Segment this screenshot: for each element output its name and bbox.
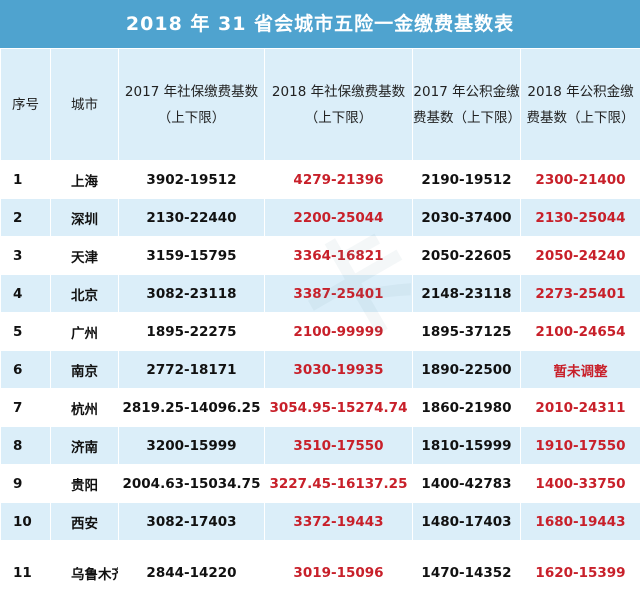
value-cell: 4279-21396	[264, 160, 413, 199]
value-cell: 1810-15999	[412, 426, 521, 465]
city-cell: 济南	[50, 426, 119, 465]
table-row: 6 南京 2772-18171 3030-19935 1890-22500 暂未调整	[0, 350, 640, 389]
table-row: 7 杭州 2819.25-14096.25 3054.95-15274.74 1860-…	[0, 388, 640, 427]
value-cell: 2130-22440	[118, 198, 265, 237]
city-cell: 北京	[50, 274, 119, 313]
city-cell: 南京	[50, 350, 119, 389]
value-cell: 1620-15399	[520, 540, 640, 605]
header-cell: 2018 年社保缴费基数（上下限）	[264, 48, 413, 161]
value-cell: 1895-22275	[118, 312, 265, 351]
row-index: 5	[0, 312, 51, 351]
value-cell: 3902-19512	[118, 160, 265, 199]
city-cell: 广州	[50, 312, 119, 351]
value-cell: 2190-19512	[412, 160, 521, 199]
table-row: 2 深圳 2130-22440 2200-25044 2030-37400 2130-25…	[0, 198, 640, 237]
value-cell: 1895-37125	[412, 312, 521, 351]
header-cell: 城市	[50, 48, 119, 161]
row-index: 11	[0, 540, 51, 605]
value-cell: 3510-17550	[264, 426, 413, 465]
value-cell: 3019-15096	[264, 540, 413, 605]
value-cell: 3082-23118	[118, 274, 265, 313]
value-cell: 2200-25044	[264, 198, 413, 237]
table-row: 5 广州 1895-22275 2100-99999 1895-37125 2100-24…	[0, 312, 640, 351]
value-cell: 2300-21400	[520, 160, 640, 199]
header-cell: 2017 年公积金缴费基数（上下限）	[412, 48, 521, 161]
contribution-base-table: 序号 城市 2017 年社保缴费基数（上下限） 2018 年社保缴费基数（上下限…	[0, 48, 640, 605]
row-index: 1	[0, 160, 51, 199]
row-index: 7	[0, 388, 51, 427]
value-cell: 3030-19935	[264, 350, 413, 389]
table-row: 11乌鲁木齐2844-142203019-150961470-143521620…	[0, 540, 640, 605]
table-row: 4 北京 3082-23118 3387-25401 2148-23118 2273-25…	[0, 274, 640, 313]
table-row: 1 上海 3902-19512 4279-21396 2190-19512 2300-21…	[0, 160, 640, 199]
value-cell: 3387-25401	[264, 274, 413, 313]
value-cell: 2050-22605	[412, 236, 521, 275]
value-cell: 1860-21980	[412, 388, 521, 427]
value-cell: 2130-25044	[520, 198, 640, 237]
row-index: 4	[0, 274, 51, 313]
value-cell: 3054.95-15274.74	[264, 388, 413, 427]
value-cell: 3200-15999	[118, 426, 265, 465]
value-cell: 1480-17403	[412, 502, 521, 541]
row-index: 10	[0, 502, 51, 541]
value-cell: 暂未调整	[520, 350, 640, 389]
value-cell: 2273-25401	[520, 274, 640, 313]
city-cell: 上海	[50, 160, 119, 199]
value-cell: 2819.25-14096.25	[118, 388, 265, 427]
city-cell: 杭州	[50, 388, 119, 427]
value-cell: 3364-16821	[264, 236, 413, 275]
value-cell: 2148-23118	[412, 274, 521, 313]
city-cell: 乌鲁木齐	[50, 540, 119, 605]
value-cell: 2050-24240	[520, 236, 640, 275]
value-cell: 1400-42783	[412, 464, 521, 503]
value-cell: 2100-24654	[520, 312, 640, 351]
value-cell: 1910-17550	[520, 426, 640, 465]
row-index: 8	[0, 426, 51, 465]
header-cell: 2018 年公积金缴费基数（上下限）	[520, 48, 640, 161]
value-cell: 1400-33750	[520, 464, 640, 503]
value-cell: 2030-37400	[412, 198, 521, 237]
header-cell: 序号	[0, 48, 51, 161]
table-title: 2018 年 31 省会城市五险一金缴费基数表	[0, 0, 640, 48]
table-row: 8 济南 3200-15999 3510-17550 1810-15999 1910-17…	[0, 426, 640, 465]
value-cell: 2004.63-15034.75	[118, 464, 265, 503]
value-cell: 2844-14220	[118, 540, 265, 605]
value-cell: 2010-24311	[520, 388, 640, 427]
header-row: 序号 城市 2017 年社保缴费基数（上下限） 2018 年社保缴费基数（上下限…	[0, 48, 640, 161]
value-cell: 3227.45-16137.25	[264, 464, 413, 503]
value-cell: 1680-19443	[520, 502, 640, 541]
header-cell: 2017 年社保缴费基数（上下限）	[118, 48, 265, 161]
row-index: 2	[0, 198, 51, 237]
row-index: 9	[0, 464, 51, 503]
value-cell: 2100-99999	[264, 312, 413, 351]
table-row: 10 西安 3082-17403 3372-19443 1480-17403 1680-1…	[0, 502, 640, 541]
value-cell: 1470-14352	[412, 540, 521, 605]
value-cell: 3159-15795	[118, 236, 265, 275]
city-cell: 贵阳	[50, 464, 119, 503]
row-index: 6	[0, 350, 51, 389]
table-row: 9 贵阳 2004.63-15034.75 3227.45-16137.25 1400-…	[0, 464, 640, 503]
city-cell: 深圳	[50, 198, 119, 237]
value-cell: 1890-22500	[412, 350, 521, 389]
city-cell: 天津	[50, 236, 119, 275]
row-index: 3	[0, 236, 51, 275]
value-cell: 3372-19443	[264, 502, 413, 541]
value-cell: 3082-17403	[118, 502, 265, 541]
table-row: 3 天津 3159-15795 3364-16821 2050-22605 2050-24…	[0, 236, 640, 275]
value-cell: 2772-18171	[118, 350, 265, 389]
table-body: 1 上海 3902-19512 4279-21396 2190-19512 2300-21…	[0, 160, 640, 605]
city-cell: 西安	[50, 502, 119, 541]
